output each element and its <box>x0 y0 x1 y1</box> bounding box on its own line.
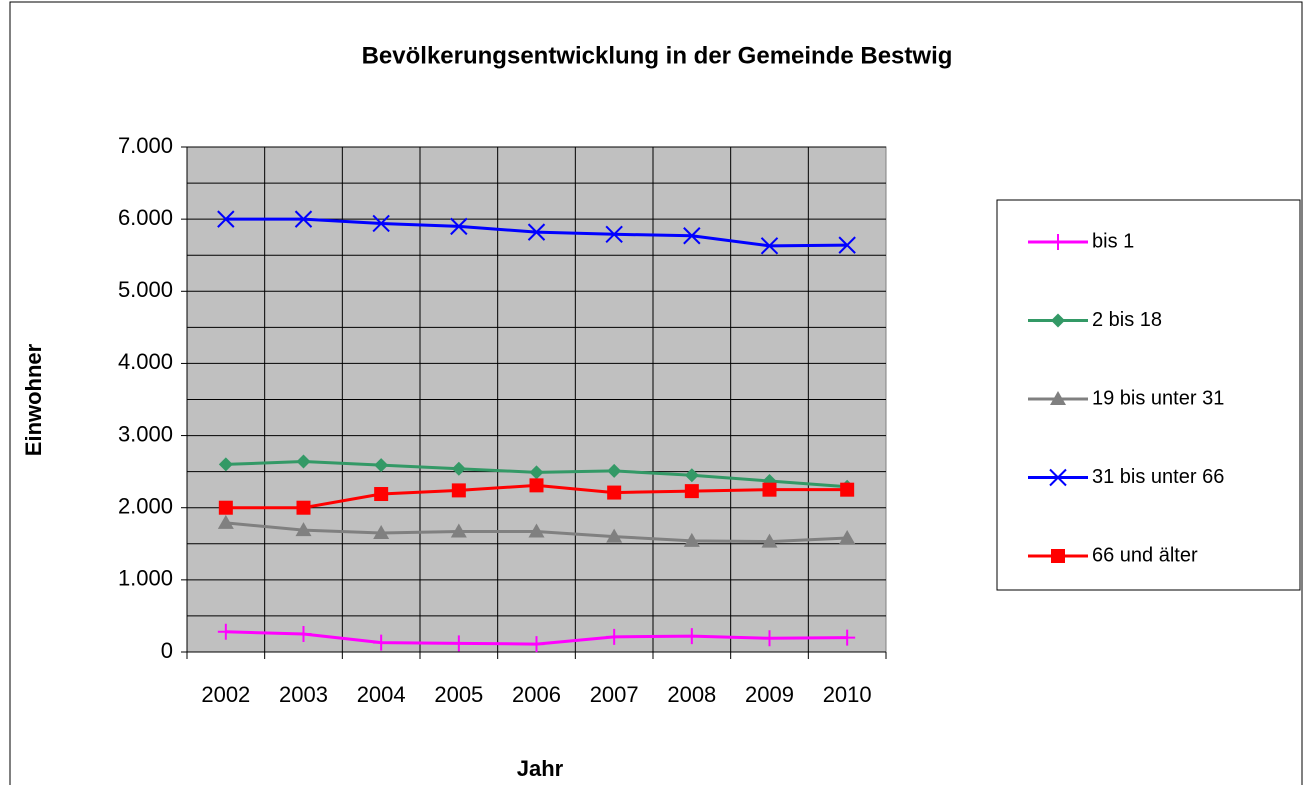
legend-marker <box>1049 468 1067 487</box>
marker <box>450 217 468 236</box>
y-tick-label: 5.000 <box>118 277 173 302</box>
legend-marker <box>1050 391 1066 405</box>
x-tick-label: 2006 <box>512 682 561 707</box>
y-tick-label: 1.000 <box>118 566 173 591</box>
marker <box>294 210 313 228</box>
marker <box>683 628 700 645</box>
marker <box>684 468 699 483</box>
marker <box>607 463 622 478</box>
marker <box>374 458 389 473</box>
legend-marker <box>1051 549 1065 563</box>
legend-label: 2 bis 18 <box>1092 309 1162 331</box>
x-tick-label: 2009 <box>745 682 794 707</box>
marker <box>683 227 701 245</box>
y-axis-label: Einwohner <box>21 343 46 456</box>
legend-label: 31 bis unter 66 <box>1092 466 1224 488</box>
marker <box>373 634 390 651</box>
y-tick-label: 7.000 <box>118 133 173 158</box>
chart-title: Bevölkerungsentwicklung in der Gemeinde … <box>362 42 953 69</box>
x-tick-label: 2007 <box>590 682 639 707</box>
legend-label: bis 1 <box>1092 230 1134 252</box>
marker <box>606 628 623 645</box>
marker <box>218 457 233 472</box>
marker <box>372 214 390 233</box>
marker <box>762 482 777 497</box>
x-tick-label: 2002 <box>201 682 250 707</box>
marker <box>218 500 233 515</box>
marker <box>374 487 389 502</box>
marker <box>217 623 234 640</box>
marker <box>840 482 855 497</box>
marker <box>760 237 779 255</box>
marker <box>607 485 622 500</box>
marker <box>373 524 390 539</box>
y-tick-label: 6.000 <box>118 205 173 230</box>
marker <box>296 500 311 515</box>
marker <box>217 210 235 228</box>
marker <box>528 636 545 653</box>
marker <box>451 483 466 498</box>
y-tick-label: 4.000 <box>118 349 173 374</box>
marker <box>839 629 856 646</box>
marker <box>838 236 856 254</box>
marker <box>295 522 312 537</box>
y-tick-label: 3.000 <box>118 421 173 446</box>
marker <box>528 523 545 538</box>
marker <box>529 465 544 480</box>
marker <box>451 461 466 476</box>
legend <box>996 199 1301 591</box>
x-tick-label: 2005 <box>434 682 483 707</box>
x-tick-label: 2010 <box>823 682 872 707</box>
marker <box>296 454 311 469</box>
marker <box>295 625 312 642</box>
legend-marker <box>1050 234 1066 250</box>
marker <box>529 478 544 493</box>
marker <box>450 635 467 652</box>
marker <box>217 514 234 529</box>
marker <box>606 528 623 543</box>
x-axis-label: Jahr <box>517 756 564 781</box>
marker <box>605 225 623 244</box>
x-tick-label: 2008 <box>667 682 716 707</box>
marker <box>683 532 700 547</box>
y-tick-label: 2.000 <box>118 494 173 519</box>
marker <box>839 530 856 545</box>
marker <box>450 523 467 538</box>
marker <box>761 533 778 548</box>
x-tick-label: 2003 <box>279 682 328 707</box>
y-tick-label: 0 <box>161 638 173 663</box>
marker <box>527 223 546 241</box>
x-tick-label: 2004 <box>357 682 406 707</box>
marker <box>684 484 699 499</box>
legend-label: 19 bis unter 31 <box>1092 387 1224 409</box>
marker <box>761 630 778 647</box>
legend-marker <box>1051 313 1065 328</box>
legend-label: 66 und älter <box>1092 544 1198 566</box>
